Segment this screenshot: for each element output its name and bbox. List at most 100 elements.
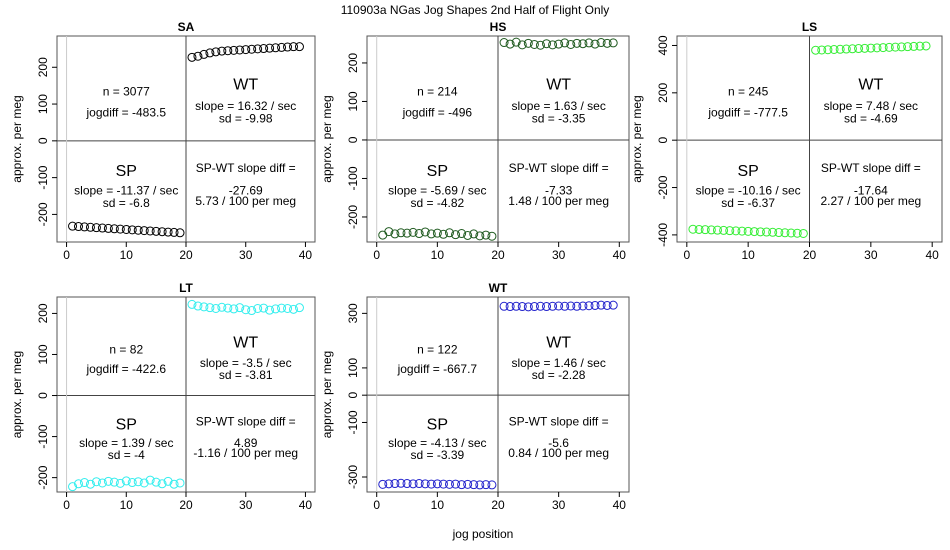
data-point [499, 301, 509, 311]
data-point [719, 225, 729, 235]
data-point [712, 225, 722, 235]
wt-label: WT [233, 77, 258, 94]
y-tick-label: -100 [36, 424, 50, 448]
data-point [414, 229, 424, 239]
data-point [890, 42, 900, 52]
diff-label: SP-WT slope diff = [196, 415, 296, 429]
data-point [211, 47, 221, 57]
data-point [145, 226, 155, 236]
diff-permeg: 1.48 / 100 per meg [508, 194, 609, 208]
series-0 [68, 221, 185, 238]
jogdiff: jogdiff = -483.5 [86, 105, 167, 119]
wt-slope: slope = 1.63 / sec [511, 99, 605, 113]
x-tick-label: 30 [552, 248, 566, 262]
jogdiff: jogdiff = -422.6 [86, 362, 167, 376]
data-point [505, 39, 515, 49]
diff-value: -27.69 [229, 184, 263, 198]
x-tick-label: 30 [552, 498, 566, 512]
data-point [402, 479, 412, 489]
data-point [487, 231, 497, 241]
y-tick-label: 400 [656, 35, 670, 55]
data-point [259, 303, 269, 313]
series-0 [378, 478, 497, 490]
x-tick-label: 0 [373, 498, 380, 512]
diff-value: -5.6 [548, 436, 569, 450]
data-point [688, 224, 698, 234]
data-point [578, 301, 588, 311]
data-point [755, 227, 765, 237]
panel-sa: SA 0 10 20 30 40 -200 -100 0 100 200 approx. per me… [10, 20, 316, 262]
data-point [451, 230, 461, 240]
data-point [229, 45, 239, 55]
diff-value: -17.64 [854, 184, 888, 198]
data-point [133, 225, 143, 235]
series-0 [68, 475, 185, 492]
x-tick-label: 30 [239, 248, 253, 262]
data-point [572, 38, 582, 48]
wt-sd: sd = -3.81 [219, 368, 273, 382]
data-point [109, 224, 119, 234]
data-point [921, 41, 931, 51]
n-count: n = 214 [417, 85, 458, 99]
data-point [229, 304, 239, 314]
y-tick-label: 200 [36, 57, 50, 77]
data-point [115, 224, 125, 234]
y-tick-label: 0 [656, 137, 670, 144]
data-point [762, 227, 772, 237]
data-point [548, 40, 558, 50]
data-point [139, 478, 149, 488]
data-point [223, 46, 233, 56]
y-tick-label: -200 [346, 205, 360, 229]
data-point [878, 43, 888, 53]
data-point [811, 45, 821, 55]
data-point [469, 480, 479, 490]
jogdiff: jogdiff = -777.5 [707, 105, 788, 119]
data-point [217, 302, 227, 312]
data-point [596, 300, 606, 310]
data-point [554, 39, 564, 49]
data-point [596, 38, 606, 48]
data-point [283, 42, 293, 52]
data-point [706, 225, 716, 235]
data-point [566, 301, 576, 311]
sp-slope: slope = -4.13 / sec [388, 436, 486, 450]
data-point [590, 300, 600, 310]
data-point [91, 223, 101, 233]
diff-value: 4.89 [234, 436, 258, 450]
data-point [529, 302, 539, 312]
panel-hs: HS 0 10 20 30 40 -200 -100 0 100 200 approx. per me… [320, 20, 630, 262]
data-point [193, 301, 203, 311]
data-point [463, 479, 473, 489]
data-point [517, 40, 527, 50]
data-point [584, 301, 594, 311]
data-point [737, 226, 747, 236]
sp-label: SP [116, 417, 137, 434]
series-1 [811, 41, 931, 55]
data-point [554, 301, 564, 311]
diff-permeg: 0.84 / 100 per meg [508, 446, 609, 460]
x-tick-label: 40 [299, 248, 313, 262]
x-tick-label: 0 [373, 248, 380, 262]
series-0 [688, 224, 808, 238]
data-point [163, 476, 173, 486]
data-point [289, 42, 298, 52]
wt-slope: slope = 16.32 / sec [195, 99, 296, 113]
data-point [396, 228, 406, 238]
diff-permeg: 5.73 / 100 per meg [195, 194, 296, 208]
data-point [523, 38, 533, 48]
data-point [85, 222, 95, 232]
wt-label: WT [546, 77, 571, 94]
sp-sd: sd = -6.37 [721, 196, 775, 210]
wt-label: WT [858, 77, 883, 94]
sp-slope: slope = -11.37 / sec [74, 184, 178, 198]
data-point [91, 477, 101, 487]
data-point [408, 227, 418, 237]
series-1 [187, 299, 304, 316]
data-point [294, 42, 304, 52]
panel-title: SA [178, 20, 195, 34]
sp-label: SP [737, 163, 758, 180]
panel-wt: WT 0 10 20 30 40 -300 -100 0 100 300 approx. per me… [320, 281, 630, 512]
data-point [572, 301, 582, 311]
x-tick-label: 20 [179, 498, 193, 512]
